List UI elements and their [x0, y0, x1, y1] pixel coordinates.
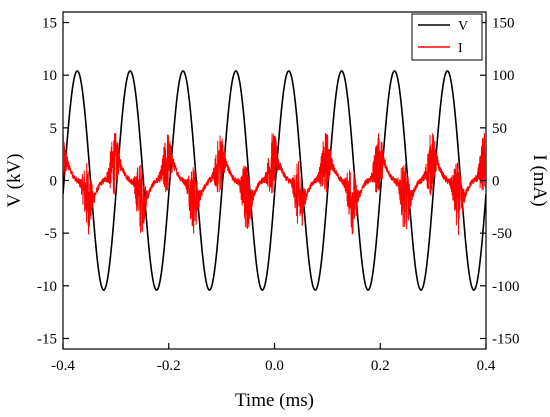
y-right-tick-label: 50 — [492, 121, 507, 137]
y-left-tick-label: -10 — [37, 279, 57, 295]
y-axis-right: 150 100 50 0 -50 -100 -150 — [480, 16, 520, 347]
y-axis-left: 15 10 5 0 -5 -10 -15 — [37, 16, 69, 347]
y-left-tick-label: 15 — [42, 16, 57, 32]
legend: V I — [411, 13, 483, 61]
y-right-tick-label: 0 — [492, 174, 500, 190]
x-tick-label: 0.0 — [265, 358, 284, 374]
y-right-tick-label: -150 — [492, 331, 520, 347]
y-left-tick-label: 0 — [50, 174, 58, 190]
y-axis-right-title: I (mA) — [529, 154, 550, 206]
series-layer — [63, 70, 486, 291]
y-left-tick-label: -5 — [45, 226, 58, 242]
y-axis-left-title: V (kV) — [4, 153, 25, 207]
x-tick-label: -0.2 — [157, 358, 181, 374]
x-axis: -0.4 -0.2 0.0 0.2 0.4 — [51, 343, 496, 374]
y-right-tick-label: -100 — [492, 279, 520, 295]
series-i-line — [63, 133, 486, 236]
y-left-tick-label: 10 — [42, 68, 57, 84]
x-tick-label: -0.4 — [51, 358, 75, 374]
y-left-tick-label: 5 — [50, 121, 58, 137]
x-tick-label: 0.4 — [477, 358, 496, 374]
series-v-line — [63, 70, 486, 291]
y-right-tick-label: 100 — [492, 68, 515, 84]
legend-box — [411, 13, 483, 61]
x-tick-label: 0.2 — [371, 358, 390, 374]
legend-label-i: I — [458, 41, 463, 56]
y-left-tick-label: -15 — [37, 331, 57, 347]
x-axis-title: Time (ms) — [235, 390, 314, 411]
y-right-tick-label: 150 — [492, 16, 515, 32]
y-right-tick-label: -50 — [492, 226, 512, 242]
legend-label-v: V — [458, 19, 468, 34]
